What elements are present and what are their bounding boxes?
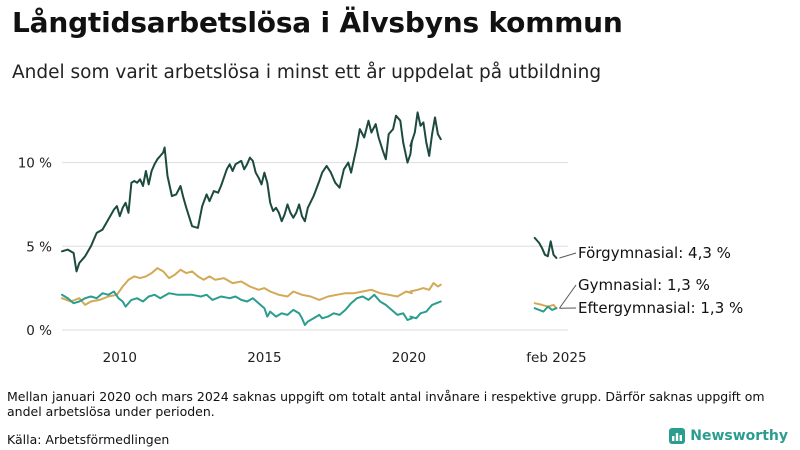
series-line-gymnasial-0 [61, 267, 413, 306]
y-tick-label: 5 % [26, 239, 52, 255]
source-note: Källa: Arbetsförmedlingen [7, 432, 170, 447]
bar-chart-icon [669, 428, 686, 444]
x-tick-label: feb 2025 [526, 350, 586, 366]
series-line-eftergymnasial-1 [409, 300, 442, 320]
series-line-förgymnasial-0 [61, 114, 413, 273]
chart-title: Långtidsarbetslösa i Älvsbyns kommun [12, 6, 623, 39]
x-tick-label: 2015 [247, 350, 281, 366]
chart-subtitle: Andel som varit arbetslösa i minst ett å… [12, 62, 602, 83]
footnote: Mellan januari 2020 och mars 2024 saknas… [7, 389, 765, 419]
x-tick-label: 2020 [392, 350, 426, 366]
label-leader-förgymnasial [559, 252, 577, 259]
newsworthy-logo: Newsworthy [669, 428, 788, 444]
series-line-förgymnasial-1 [409, 111, 442, 157]
y-tick-label: 10 % [18, 156, 52, 172]
x-axis: 2010 2015 2020 feb 2025 [103, 350, 587, 366]
y-axis: 0 % 5 % 10 % [18, 156, 52, 339]
label-leader-gymnasial [559, 284, 577, 309]
series-lines [61, 111, 558, 326]
series-line-gymnasial-2 [533, 302, 558, 310]
series-end-label-gymnasial: Gymnasial: 1,3 % [578, 276, 710, 294]
brand-name: Newsworthy [690, 428, 788, 444]
series-line-eftergymnasial-0 [61, 290, 413, 326]
series-end-label-förgymnasial: Förgymnasial: 4,3 % [578, 244, 731, 262]
grid-lines [62, 162, 568, 331]
series-end-label-eftergymnasial: Eftergymnasial: 1,3 % [578, 299, 743, 317]
y-tick-label: 0 % [26, 323, 52, 339]
series-line-eftergymnasial-2 [533, 305, 558, 313]
x-tick-label: 2010 [103, 350, 137, 366]
series-line-gymnasial-1 [409, 282, 442, 293]
series-line-förgymnasial-2 [533, 236, 558, 259]
line-chart: 0 % 5 % 10 % 2010 2015 2020 feb 2025 Förgymna… [18, 111, 743, 366]
series-end-labels: Förgymnasial: 4,3 % Gymnasial: 1,3 % Efter… [559, 244, 743, 317]
